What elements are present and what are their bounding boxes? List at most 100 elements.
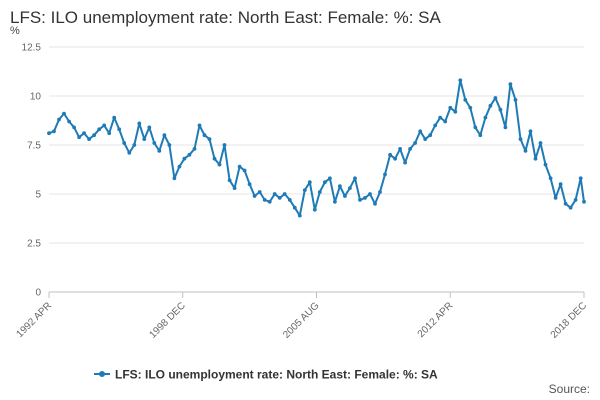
data-point bbox=[67, 119, 71, 124]
data-point bbox=[423, 137, 428, 142]
data-point bbox=[578, 176, 583, 181]
x-tick-label: 2012 APR bbox=[416, 300, 456, 340]
data-point bbox=[438, 115, 443, 120]
data-point bbox=[262, 198, 267, 202]
data-point bbox=[463, 98, 468, 102]
y-tick-label: 2.5 bbox=[27, 239, 41, 250]
data-point bbox=[323, 180, 327, 185]
data-point bbox=[483, 115, 488, 120]
data-point bbox=[408, 147, 412, 151]
data-point bbox=[548, 176, 553, 181]
data-point bbox=[573, 198, 578, 202]
data-point bbox=[237, 164, 242, 169]
data-point bbox=[167, 143, 172, 147]
data-point bbox=[267, 199, 272, 204]
data-point bbox=[82, 131, 86, 136]
data-point bbox=[217, 162, 222, 167]
data-point bbox=[142, 137, 147, 142]
data-point bbox=[403, 160, 407, 165]
data-point bbox=[137, 121, 142, 126]
data-point bbox=[448, 105, 453, 110]
data-point bbox=[52, 129, 56, 134]
data-point bbox=[493, 96, 498, 100]
data-point bbox=[353, 176, 357, 181]
data-point bbox=[77, 135, 81, 140]
series-line-layer bbox=[47, 78, 586, 218]
data-point bbox=[252, 194, 257, 198]
data-point bbox=[212, 156, 217, 161]
data-point bbox=[97, 127, 102, 132]
data-point bbox=[177, 164, 182, 169]
data-point bbox=[503, 125, 508, 130]
data-point bbox=[317, 190, 322, 194]
data-point bbox=[498, 107, 503, 112]
data-point bbox=[338, 184, 342, 189]
data-point bbox=[302, 188, 307, 193]
data-point bbox=[182, 156, 187, 161]
data-point bbox=[227, 178, 232, 183]
data-point bbox=[107, 131, 112, 136]
data-point bbox=[328, 176, 332, 181]
data-point bbox=[333, 199, 337, 204]
data-point bbox=[62, 111, 66, 116]
data-point bbox=[428, 133, 433, 138]
data-point bbox=[348, 186, 352, 191]
data-point bbox=[513, 98, 518, 102]
data-point bbox=[488, 103, 493, 108]
data-point bbox=[383, 172, 387, 177]
series-line bbox=[48, 79, 585, 217]
data-point bbox=[358, 198, 362, 202]
data-point bbox=[242, 168, 247, 173]
data-point bbox=[192, 147, 197, 151]
data-point bbox=[538, 141, 543, 145]
data-point bbox=[568, 205, 573, 210]
y-tick-label: 12.5 bbox=[22, 43, 42, 54]
data-point bbox=[413, 141, 417, 145]
x-tick-label: 1992 APR bbox=[14, 300, 54, 340]
gridlines bbox=[49, 46, 584, 244]
data-point bbox=[373, 201, 377, 206]
legend-label[interactable]: LFS: ILO unemployment rate: North East: … bbox=[115, 368, 438, 382]
data-point bbox=[312, 207, 317, 212]
data-point bbox=[343, 194, 347, 198]
legend[interactable]: LFS: ILO unemployment rate: North East: … bbox=[94, 368, 438, 382]
data-point bbox=[162, 133, 167, 138]
x-tick-label: 2018 DEC bbox=[549, 300, 589, 340]
y-tick-label: 0 bbox=[35, 288, 41, 299]
source-label[interactable]: Source: bbox=[548, 382, 590, 396]
data-point bbox=[132, 143, 137, 147]
data-point bbox=[533, 156, 538, 161]
x-tick-label: 1998 DEC bbox=[147, 300, 187, 340]
data-point bbox=[272, 192, 277, 196]
data-point bbox=[528, 129, 533, 134]
data-point bbox=[202, 133, 207, 138]
chart-title: LFS: ILO unemployment rate: North East: … bbox=[10, 8, 441, 27]
data-point bbox=[378, 190, 382, 194]
data-point bbox=[297, 213, 302, 218]
data-point bbox=[543, 162, 548, 167]
y-tick-label: 7.5 bbox=[27, 141, 41, 152]
data-point bbox=[102, 123, 107, 128]
data-point bbox=[458, 78, 463, 83]
data-point bbox=[57, 117, 61, 122]
data-point bbox=[418, 129, 423, 134]
data-point bbox=[117, 127, 122, 132]
data-point bbox=[222, 143, 227, 147]
data-point bbox=[473, 125, 478, 130]
data-point bbox=[443, 119, 448, 124]
data-point bbox=[292, 205, 297, 210]
data-point bbox=[87, 137, 91, 142]
data-point bbox=[287, 198, 292, 202]
data-point bbox=[508, 82, 513, 87]
data-point bbox=[393, 156, 397, 161]
data-point bbox=[207, 137, 212, 142]
data-point bbox=[307, 180, 312, 185]
data-point bbox=[72, 125, 76, 130]
data-point bbox=[563, 201, 568, 206]
data-point bbox=[187, 152, 192, 157]
legend-marker-icon bbox=[99, 371, 105, 377]
data-point bbox=[468, 105, 473, 110]
data-point bbox=[478, 133, 483, 138]
data-point bbox=[247, 182, 252, 187]
